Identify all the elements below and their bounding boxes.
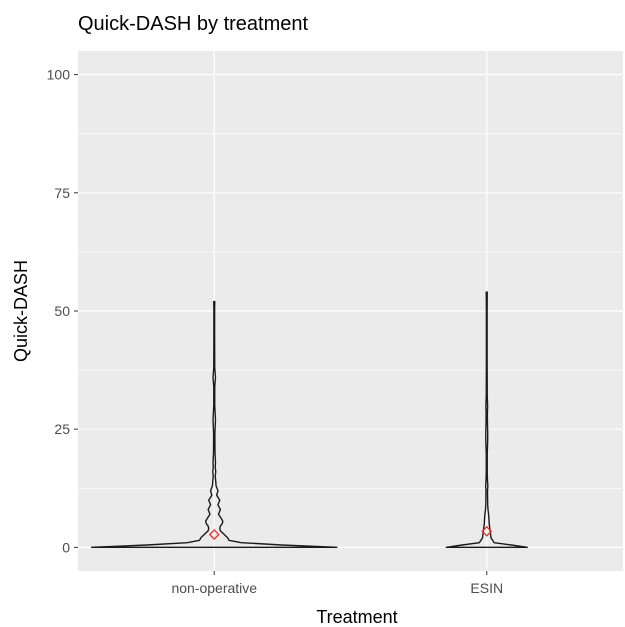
violins <box>90 291 528 549</box>
x-tick-label: non-operative <box>171 580 257 596</box>
mean-marker-non-operative <box>208 529 220 541</box>
x-axis: non-operative ESIN <box>171 571 503 596</box>
violin-ESIN <box>445 291 528 549</box>
x-tick-label: ESIN <box>470 580 503 596</box>
y-tick-label: 25 <box>54 421 70 437</box>
violin-non-operative <box>90 300 338 549</box>
y-tick-label: 100 <box>47 67 71 83</box>
y-tick-label: 75 <box>54 185 70 201</box>
y-tick-label: 0 <box>62 539 70 555</box>
mean-marker-ESIN <box>481 525 493 537</box>
y-axis: 0 25 50 75 100 <box>47 67 78 555</box>
x-axis-title: Treatment <box>316 607 397 627</box>
y-tick-label: 50 <box>54 303 70 319</box>
y-axis-title: Quick-DASH <box>11 260 31 362</box>
chart-title: Quick-DASH by treatment <box>78 13 309 35</box>
